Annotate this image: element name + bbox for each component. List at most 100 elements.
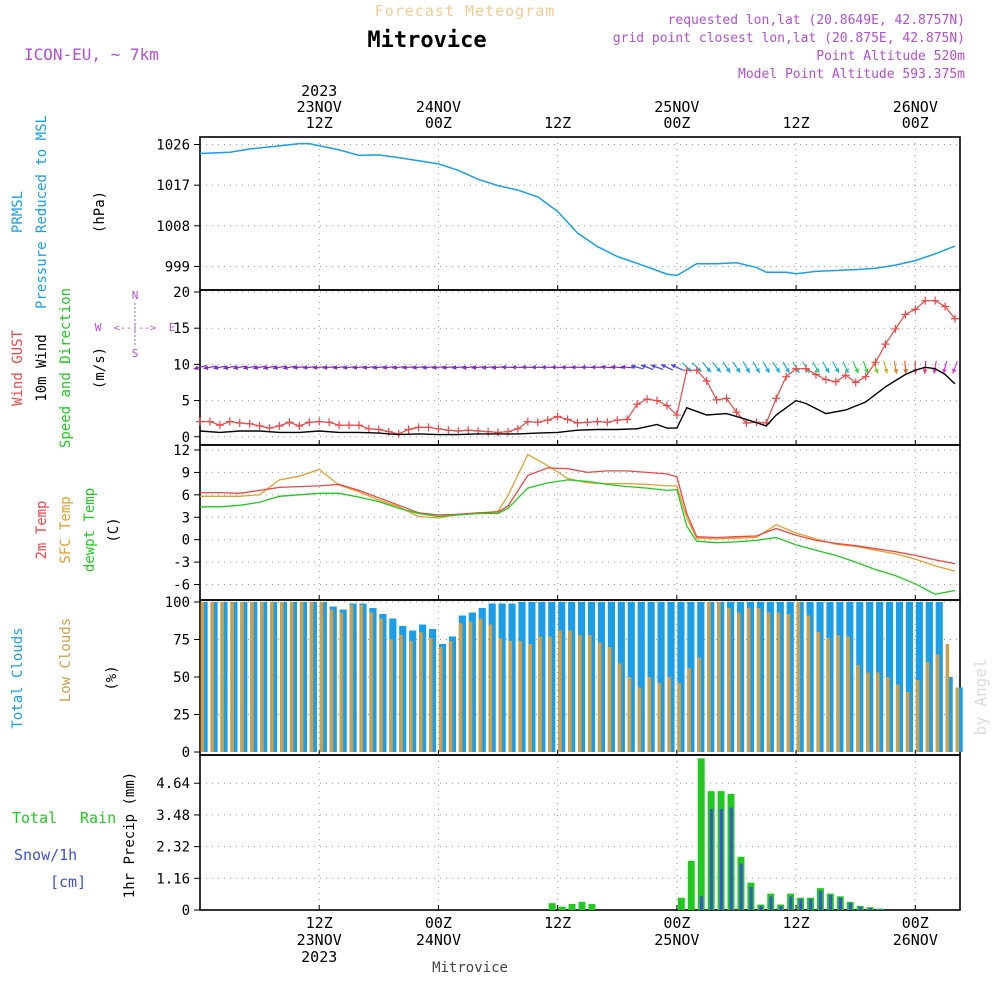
gust-marker <box>563 415 572 424</box>
low-cloud-bar <box>786 614 791 752</box>
low-cloud-bar <box>399 635 403 752</box>
low-cloud-bar <box>260 602 264 752</box>
low-cloud-bar <box>806 615 811 752</box>
bottom-time-label: 00Z <box>663 914 690 932</box>
total-clouds-label: Total Clouds <box>10 627 26 728</box>
low-cloud-bar <box>279 602 284 752</box>
gust-marker <box>543 416 552 425</box>
wind-arrow-head <box>551 364 556 370</box>
gust-marker <box>861 372 870 381</box>
wind-arrow-head <box>491 365 497 370</box>
gust-marker <box>662 401 671 410</box>
low-cloud-bar <box>448 641 453 752</box>
wind-arrow-head <box>600 364 606 370</box>
wind-arrow-head <box>640 364 646 369</box>
y-tick-label: 0 <box>182 430 190 446</box>
top-time-label: 00Z <box>902 114 929 132</box>
gust-marker <box>295 421 304 430</box>
low-cloud-bar <box>637 687 642 752</box>
compass-n: N <box>132 289 139 302</box>
wind-arrow-head <box>561 364 566 370</box>
gust-marker <box>424 423 433 432</box>
panel-frame <box>199 136 961 291</box>
bottom-time-label: 12Z <box>783 914 810 932</box>
rain-label: Rain <box>80 809 116 827</box>
pressure-line <box>199 142 956 277</box>
low-cloud-bar <box>905 692 910 752</box>
gust-marker <box>533 418 542 427</box>
y-tick-label: 100 <box>165 595 190 611</box>
gust-marker <box>325 418 334 427</box>
wind-arrow-head <box>531 364 536 370</box>
gust-marker <box>692 366 701 375</box>
low-cloud-bar <box>578 635 582 752</box>
low-cloud-bar <box>548 636 552 752</box>
low-cloud-bar <box>289 602 294 752</box>
wind-arrow-head <box>844 368 849 374</box>
bottom-time-label: 26NOV <box>893 931 938 949</box>
wind-arrow-head <box>610 364 616 370</box>
low-cloud-bar <box>419 632 423 752</box>
low-cloud-bar <box>746 608 751 752</box>
panel-frame <box>199 754 961 911</box>
gust-marker <box>891 324 900 333</box>
top-time-label: 12Z <box>306 114 333 132</box>
y-tick-label: 4.64 <box>156 776 190 792</box>
wind-arrow-head <box>745 367 750 373</box>
wind-arrow-head <box>501 364 506 370</box>
y-tick-label: 3 <box>182 510 190 526</box>
low-cloud-bar <box>736 612 741 752</box>
wind-arrow-head <box>590 364 596 370</box>
snow-unit: [cm] <box>50 873 86 891</box>
wind-arrow-head <box>233 365 239 371</box>
gust-marker <box>821 375 830 384</box>
low-cloud-bar <box>856 665 860 752</box>
requested-coords: requested lon,lat (20.8649E, 42.8757N) <box>668 13 965 28</box>
y-tick-label: 3.48 <box>156 808 190 824</box>
snow-bar <box>809 899 813 910</box>
gust-marker <box>354 421 363 430</box>
compass-w: W <box>95 321 102 334</box>
top-time-label: 00Z <box>425 114 452 132</box>
low-cloud-bar <box>687 668 691 752</box>
gust-marker <box>811 370 820 379</box>
snow-bar <box>789 896 793 910</box>
wind-arrow-head <box>541 364 546 370</box>
low-cloud-bar <box>816 632 821 752</box>
bottom-time-label: 25NOV <box>654 931 699 949</box>
snow-bar <box>839 897 842 910</box>
low-cloud-bar <box>538 636 542 752</box>
gust-marker <box>931 296 940 305</box>
gust-marker <box>414 423 423 432</box>
low-cloud-bar <box>438 647 443 752</box>
rain-bar <box>568 903 576 910</box>
low-cloud-bar <box>955 687 960 752</box>
low-cloud-bar <box>468 621 473 752</box>
snow-bar <box>719 808 723 910</box>
y-tick-label: 10 <box>173 357 190 373</box>
low-cloud-bar <box>657 683 662 752</box>
rain-bar <box>578 901 586 910</box>
gust-marker <box>513 424 522 433</box>
y-tick-label: 0 <box>182 745 190 761</box>
low-cloud-bar <box>935 654 940 752</box>
total-cloud-bar <box>637 602 645 752</box>
bottom-time-label: 00Z <box>425 914 452 932</box>
low-cloud-bar <box>915 680 920 752</box>
low-cloud-bar <box>627 677 632 752</box>
low-cloud-bar <box>478 618 483 752</box>
wind-arrow-head <box>670 364 676 369</box>
wind-arrow-head <box>461 365 467 370</box>
gust-marker <box>434 424 443 433</box>
y-tick-label: 25 <box>173 708 190 724</box>
panel-frame <box>199 444 961 601</box>
city-title: Mitrovice <box>367 28 486 53</box>
gust-marker <box>553 412 562 421</box>
low-cloud-bar <box>200 602 205 752</box>
wind-arrow-head <box>213 365 219 371</box>
y-tick-label: 15 <box>173 321 190 337</box>
gust-marker <box>911 305 920 314</box>
low-cloud-bar <box>270 602 274 752</box>
rain-bar <box>558 906 566 910</box>
